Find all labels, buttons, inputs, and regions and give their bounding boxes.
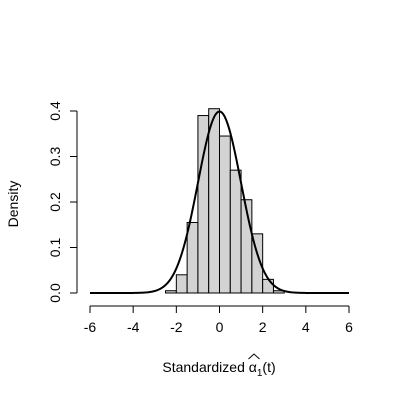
- x-tick-label: 0: [216, 319, 224, 335]
- x-tick-label: 2: [259, 319, 267, 335]
- histogram-bar: [165, 290, 177, 294]
- y-tick-label: 0.0: [47, 283, 63, 303]
- x-axis-title-subscript: 1: [257, 368, 263, 379]
- x-axis-title: Standardized α1(t): [162, 359, 275, 379]
- x-tick-label: 4: [302, 319, 310, 335]
- density-curve: [90, 110, 349, 294]
- x-tick-label: 6: [345, 319, 353, 335]
- x-axis-title-prefix: Standardized: [162, 359, 248, 375]
- y-axis-ticks: 0.0 0.1 0.2 0.3 0.4: [47, 101, 77, 303]
- x-tick-label: -2: [170, 319, 183, 335]
- histogram-bar: [251, 233, 264, 294]
- y-tick-label: 0.1: [47, 238, 63, 258]
- y-tick-label: 0.3: [47, 147, 63, 167]
- histogram-bar: [219, 135, 231, 294]
- x-axis-ticks: -6 -4 -2 0 2 4 6: [84, 306, 353, 335]
- x-tick-label: -6: [84, 319, 97, 335]
- y-tick-label: 0.2: [47, 192, 63, 212]
- histogram-bar: [175, 274, 188, 294]
- histogram-bar: [262, 278, 274, 294]
- histogram-bar: [186, 221, 199, 294]
- histogram-bars: [165, 108, 285, 294]
- x-axis-title-symbol: α: [249, 359, 257, 375]
- y-tick-label: 0.4: [47, 101, 63, 121]
- histogram-bar: [208, 108, 221, 294]
- x-tick-label: -4: [127, 319, 140, 335]
- hat-accent: [248, 353, 260, 360]
- y-axis-title: Density: [5, 181, 21, 228]
- x-axis-title-suffix: (t): [262, 359, 275, 375]
- histogram-bar: [229, 169, 242, 294]
